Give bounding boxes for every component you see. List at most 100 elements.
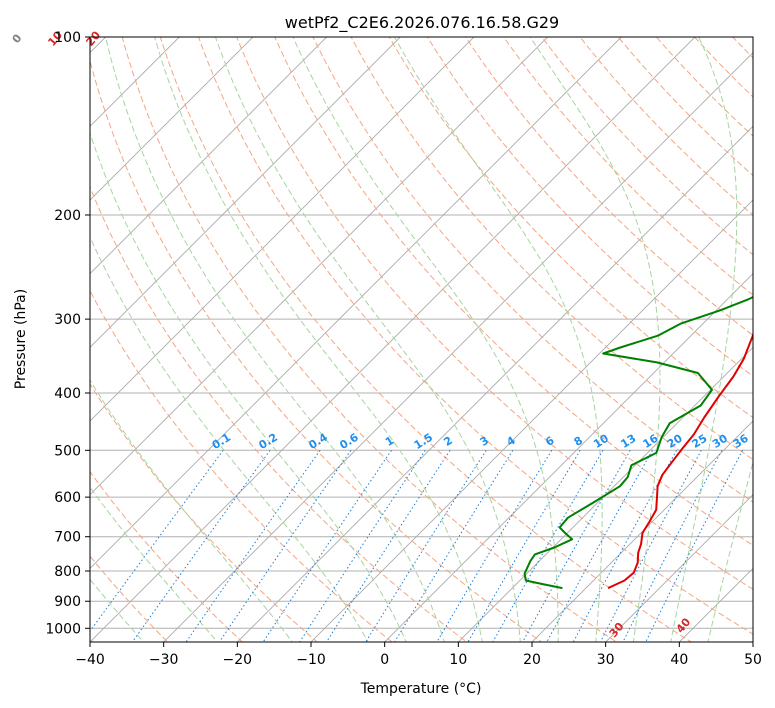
mixing-ratio-line	[394, 450, 514, 642]
mixing-ratio-label: 13	[618, 432, 638, 451]
mixing-ratio-line	[299, 450, 426, 642]
dry-adiabat	[655, 37, 753, 137]
moist-adiabat	[214, 37, 521, 642]
x-tick-label: 20	[523, 652, 541, 668]
mixing-ratio-label: 0.1	[210, 431, 233, 452]
mixing-ratio-line	[599, 450, 702, 642]
mixing-ratio-label: 1	[383, 434, 396, 449]
mixing-ratio-line	[622, 450, 723, 642]
x-tick-label: −10	[296, 652, 326, 668]
background-lines	[0, 10, 775, 653]
dry-adiabat	[90, 289, 393, 642]
x-tick-label: −20	[223, 652, 253, 668]
dry-adiabat	[159, 37, 693, 642]
x-tick-label: −30	[149, 652, 179, 668]
moist-adiabat	[393, 37, 603, 642]
mixing-ratio-line	[262, 450, 392, 642]
moist-adiabat	[154, 37, 483, 642]
dry-adiabat	[426, 37, 753, 377]
dry-adiabat	[90, 470, 244, 642]
dry-adiabat	[121, 37, 618, 642]
x-tick-label: 10	[449, 652, 467, 668]
isotherm	[90, 37, 696, 642]
mixing-ratio-label: 8	[572, 434, 585, 449]
dry-adiabat	[312, 37, 753, 503]
dry-adiabat	[693, 37, 753, 98]
y-tick-label: 900	[54, 594, 81, 610]
moist-adiabat	[90, 486, 218, 642]
moist-adiabat	[90, 379, 293, 642]
moist-adiabat	[707, 459, 753, 642]
isotherm	[0, 10, 59, 653]
mixing-ratio-label: 1.5	[412, 431, 435, 452]
mixing-ratio-line	[325, 450, 451, 642]
isotherm	[90, 37, 475, 422]
y-tick-label: 400	[54, 386, 81, 402]
isotherm	[531, 420, 753, 642]
mixing-ratio-line	[492, 450, 604, 642]
data-lines	[523, 295, 753, 590]
dry-adiabat	[503, 37, 753, 296]
x-tick-label: 0	[380, 652, 389, 668]
temperature-line	[607, 331, 753, 590]
mixing-ratio-line	[131, 450, 271, 642]
mixing-ratio-line	[572, 450, 678, 642]
isotherm	[90, 37, 622, 569]
isotherm	[457, 346, 753, 642]
mixing-ratio-line	[90, 450, 224, 633]
mixing-ratio-line	[467, 450, 581, 642]
moist-adiabat	[90, 578, 144, 642]
y-axis-label: Pressure (hPa)	[13, 289, 29, 389]
chart-title: wetPf2_C2E6.2026.076.16.58.G29	[285, 13, 559, 33]
moist-adiabat	[90, 131, 407, 642]
isotherm	[310, 199, 753, 642]
isotherm	[605, 494, 753, 642]
moist-adiabat	[670, 37, 738, 642]
plot-frame	[89, 36, 754, 643]
moist-adiabat	[105, 37, 445, 642]
dry-adiabat	[197, 37, 753, 635]
x-tick-label: −40	[75, 652, 105, 668]
y-tick-label: 500	[54, 443, 81, 459]
dry-adiabat-label: 20	[83, 28, 103, 48]
dry-adiabat-label: 30	[607, 620, 627, 640]
isotherm	[90, 37, 401, 348]
isotherm	[90, 37, 180, 127]
mixing-ratio-line	[645, 450, 744, 642]
axes: −40 −30 −20 −10 0 10 20 30 40 5010020030040050060…	[45, 30, 762, 668]
y-tick-label: 700	[54, 530, 81, 546]
dry-adiabat	[388, 37, 753, 419]
y-tick-label: 1000	[45, 621, 81, 637]
mixing-ratio-line	[185, 450, 321, 642]
x-tick-label: 30	[597, 652, 615, 668]
dewpoint-line	[523, 295, 753, 590]
x-tick-label: 40	[670, 652, 688, 668]
mixing-ratio-label: 36	[731, 432, 751, 451]
dry-adiabat	[90, 185, 468, 642]
dry-adiabat	[274, 37, 753, 546]
y-tick-label: 100	[54, 30, 81, 46]
mixing-ratio-label: 0.4	[307, 430, 331, 452]
mixing-ratio-label: 3	[478, 434, 491, 449]
y-tick-label: 200	[54, 208, 81, 224]
moist-adiabat	[292, 37, 559, 642]
mixing-ratio-line	[436, 450, 553, 642]
x-tick-label: 50	[744, 652, 762, 668]
y-tick-label: 300	[54, 312, 81, 328]
y-tick-label: 800	[54, 564, 81, 580]
dry-adiabat	[465, 37, 753, 336]
mixing-ratio-label: 6	[543, 434, 557, 449]
isotherm	[90, 37, 328, 275]
dry-adiabat-label: 0	[10, 31, 25, 45]
dry-adiabat	[745, 10, 775, 653]
isotherm	[163, 52, 753, 642]
dry-adiabat	[236, 37, 753, 590]
moist-adiabat	[529, 37, 661, 642]
mixing-ratio-label: 2	[441, 434, 454, 449]
mixing-ratio-label: 0.2	[257, 431, 280, 452]
y-tick-label: 600	[54, 490, 81, 506]
mixing-ratio-line	[522, 450, 631, 642]
mixing-ratio-line	[218, 450, 352, 642]
moist-adiabat	[90, 235, 369, 642]
